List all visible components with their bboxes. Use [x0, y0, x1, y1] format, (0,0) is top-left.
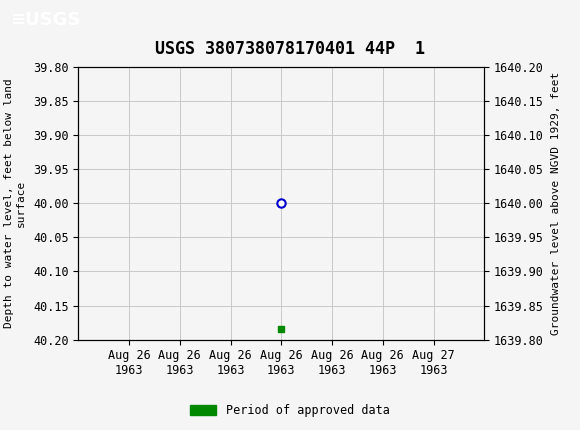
- Legend: Period of approved data: Period of approved data: [186, 399, 394, 422]
- Y-axis label: Groundwater level above NGVD 1929, feet: Groundwater level above NGVD 1929, feet: [551, 71, 561, 335]
- Text: ≡USGS: ≡USGS: [10, 11, 81, 29]
- Text: USGS 380738078170401 44P  1: USGS 380738078170401 44P 1: [155, 40, 425, 58]
- Y-axis label: Depth to water level, feet below land
surface: Depth to water level, feet below land su…: [5, 78, 26, 328]
